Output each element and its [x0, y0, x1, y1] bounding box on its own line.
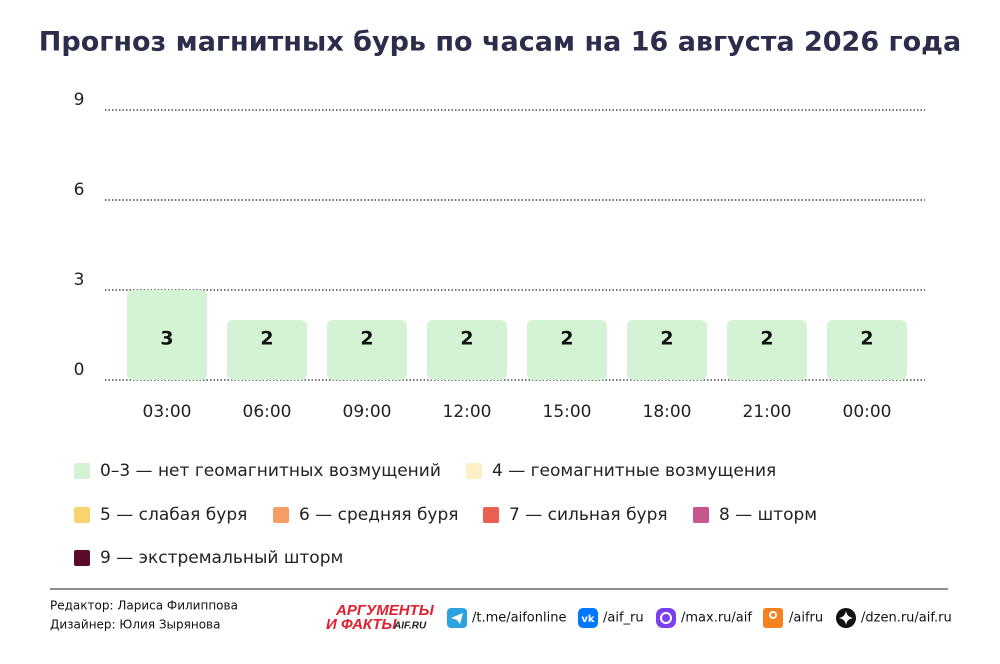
chart-title: Прогноз магнитных бурь по часам на 16 ав…	[39, 27, 961, 58]
designer: Дизайнер: Юлия Зырянова	[50, 618, 220, 632]
link[interactable]: /aifru	[789, 611, 823, 626]
x-tick-label: 06:00	[243, 402, 292, 422]
legend-swatch	[693, 507, 709, 523]
bar	[827, 320, 907, 380]
link[interactable]: /t.me/aifonline	[472, 611, 566, 626]
legend-label: 7 — сильная буря	[509, 505, 668, 525]
x-tick-label: 21:00	[743, 402, 792, 422]
editor: Редактор: Лариса Филиппова	[50, 599, 238, 613]
value-label: 2	[860, 328, 873, 350]
legend-swatch	[74, 550, 90, 566]
y-tick-label: 9	[74, 90, 85, 110]
social-links: /t.me/aifonline vk /aif_ru /max.ru/aif /…	[447, 608, 952, 628]
legend-label: 8 — шторм	[719, 505, 817, 525]
bar	[227, 320, 307, 380]
telegram-glyph	[451, 613, 463, 624]
legend-swatch	[74, 507, 90, 523]
legend-label: 9 — экстремальный шторм	[100, 548, 343, 568]
legend-label: 6 — средняя буря	[299, 505, 459, 525]
x-tick-label: 03:00	[143, 402, 192, 422]
bar	[727, 320, 807, 380]
legend-swatch	[466, 463, 482, 479]
value-label: 2	[360, 328, 373, 350]
value-label: 2	[560, 328, 573, 350]
x-tick-label: 09:00	[343, 402, 392, 422]
value-label: 2	[460, 328, 473, 350]
legend-swatch	[74, 463, 90, 479]
legend-label: 0–3 — нет геомагнитных возмущений	[100, 461, 441, 481]
value-label: 2	[760, 328, 773, 350]
legend-label: 5 — слабая буря	[100, 505, 247, 525]
max-glyph	[660, 612, 672, 624]
value-label: 3	[160, 328, 173, 350]
bar	[327, 320, 407, 380]
y-tick-label: 3	[74, 270, 85, 290]
link[interactable]: /dzen.ru/aif.ru	[861, 611, 952, 626]
x-tick-label: 15:00	[543, 402, 592, 422]
legend-swatch	[483, 507, 499, 523]
value-label: 2	[660, 328, 673, 350]
vk-glyph: vk	[581, 614, 595, 625]
x-tick-label: 00:00	[843, 402, 892, 422]
bar	[127, 290, 207, 380]
bar	[427, 320, 507, 380]
link[interactable]: /max.ru/aif	[681, 611, 752, 626]
bar	[627, 320, 707, 380]
value-label: 2	[260, 328, 273, 350]
x-tick-label: 18:00	[643, 402, 692, 422]
logo-line: И ФАКТЫ	[326, 616, 397, 633]
link[interactable]: /aif_ru	[603, 611, 644, 626]
vk-icon	[578, 608, 598, 628]
y-tick-label: 0	[74, 360, 85, 380]
x-tick-label: 12:00	[443, 402, 492, 422]
ok-glyph	[769, 611, 777, 619]
logo-line: AIF.RU	[393, 621, 427, 632]
legend-label: 4 — геомагнитные возмущения	[492, 461, 776, 481]
bar	[527, 320, 607, 380]
legend-swatch	[273, 507, 289, 523]
y-tick-label: 6	[74, 180, 85, 200]
dzen-glyph	[839, 611, 853, 625]
max-icon	[656, 608, 676, 628]
logo-line: АРГУМЕНТЫ	[335, 602, 435, 619]
